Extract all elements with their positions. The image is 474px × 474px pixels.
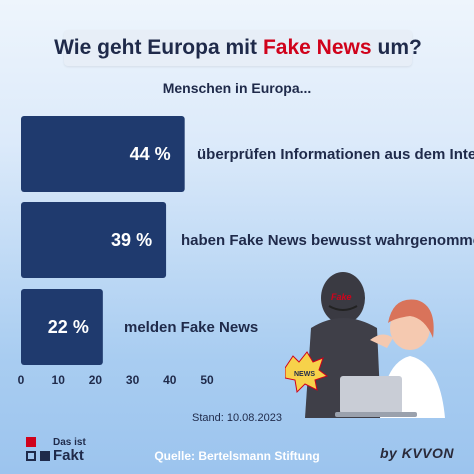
bar-value-label-1: 39 % [111, 230, 152, 250]
hooded-figure-grin [328, 305, 358, 311]
bar-chart: 44 % überprüfen Informationen aus dem Int… [18, 116, 474, 387]
logo-outline-square-icon [26, 451, 36, 461]
woman-hand [370, 334, 393, 348]
news-burst-label: NEWS [294, 371, 315, 378]
laptop [340, 376, 402, 414]
shirt-label: Fake [331, 292, 352, 302]
chart-subtitle: Menschen in Europa... [162, 80, 312, 96]
bar-1 [21, 202, 167, 278]
category-label-2: melden Fake News [124, 319, 258, 336]
title-accent: Fake News [262, 36, 372, 59]
logo-navy-square-icon [40, 451, 50, 461]
x-tick-label-3: 30 [126, 373, 140, 387]
laptop-base [335, 412, 417, 417]
title-prefix: Wie geht Europa mit [54, 36, 257, 59]
x-tick-label-0: 0 [18, 373, 25, 387]
das-ist-fakt-logo: Das ist Fakt [26, 437, 106, 467]
title-suffix: um? [377, 36, 422, 59]
date-stamp: Stand: 10.08.2023 [192, 412, 282, 424]
bar-0 [21, 116, 185, 192]
x-tick-label-2: 20 [89, 373, 103, 387]
fake-news-illustration: Fake NEWS [285, 272, 445, 418]
category-label-1: haben Fake News bewusst wahrgenommen [181, 232, 474, 249]
category-label-0: überprüfen Informationen aus dem Interne… [197, 146, 474, 163]
footer: Das ist Fakt Quelle: Bertelsmann Stiftun… [0, 437, 474, 474]
news-burst-icon [285, 351, 329, 394]
brand-logo: by KVVON [379, 445, 454, 461]
x-tick-label-1: 10 [52, 373, 66, 387]
logo-text-line1: Das ist [53, 437, 86, 448]
chart-title: Wie geht Europa mit Fake News um? [54, 30, 422, 66]
bar-2 [21, 289, 103, 365]
source-note: Quelle: Bertelsmann Stiftung [154, 449, 320, 463]
logo-text-line2: Fakt [53, 447, 84, 464]
x-tick-label-5: 50 [200, 373, 214, 387]
woman-hair [388, 299, 434, 338]
bar-value-label-0: 44 % [130, 144, 171, 164]
hooded-figure-head [321, 272, 365, 324]
logo-red-square-icon [26, 437, 36, 447]
bar-value-label-2: 22 % [48, 317, 89, 337]
x-tick-label-4: 40 [163, 373, 177, 387]
